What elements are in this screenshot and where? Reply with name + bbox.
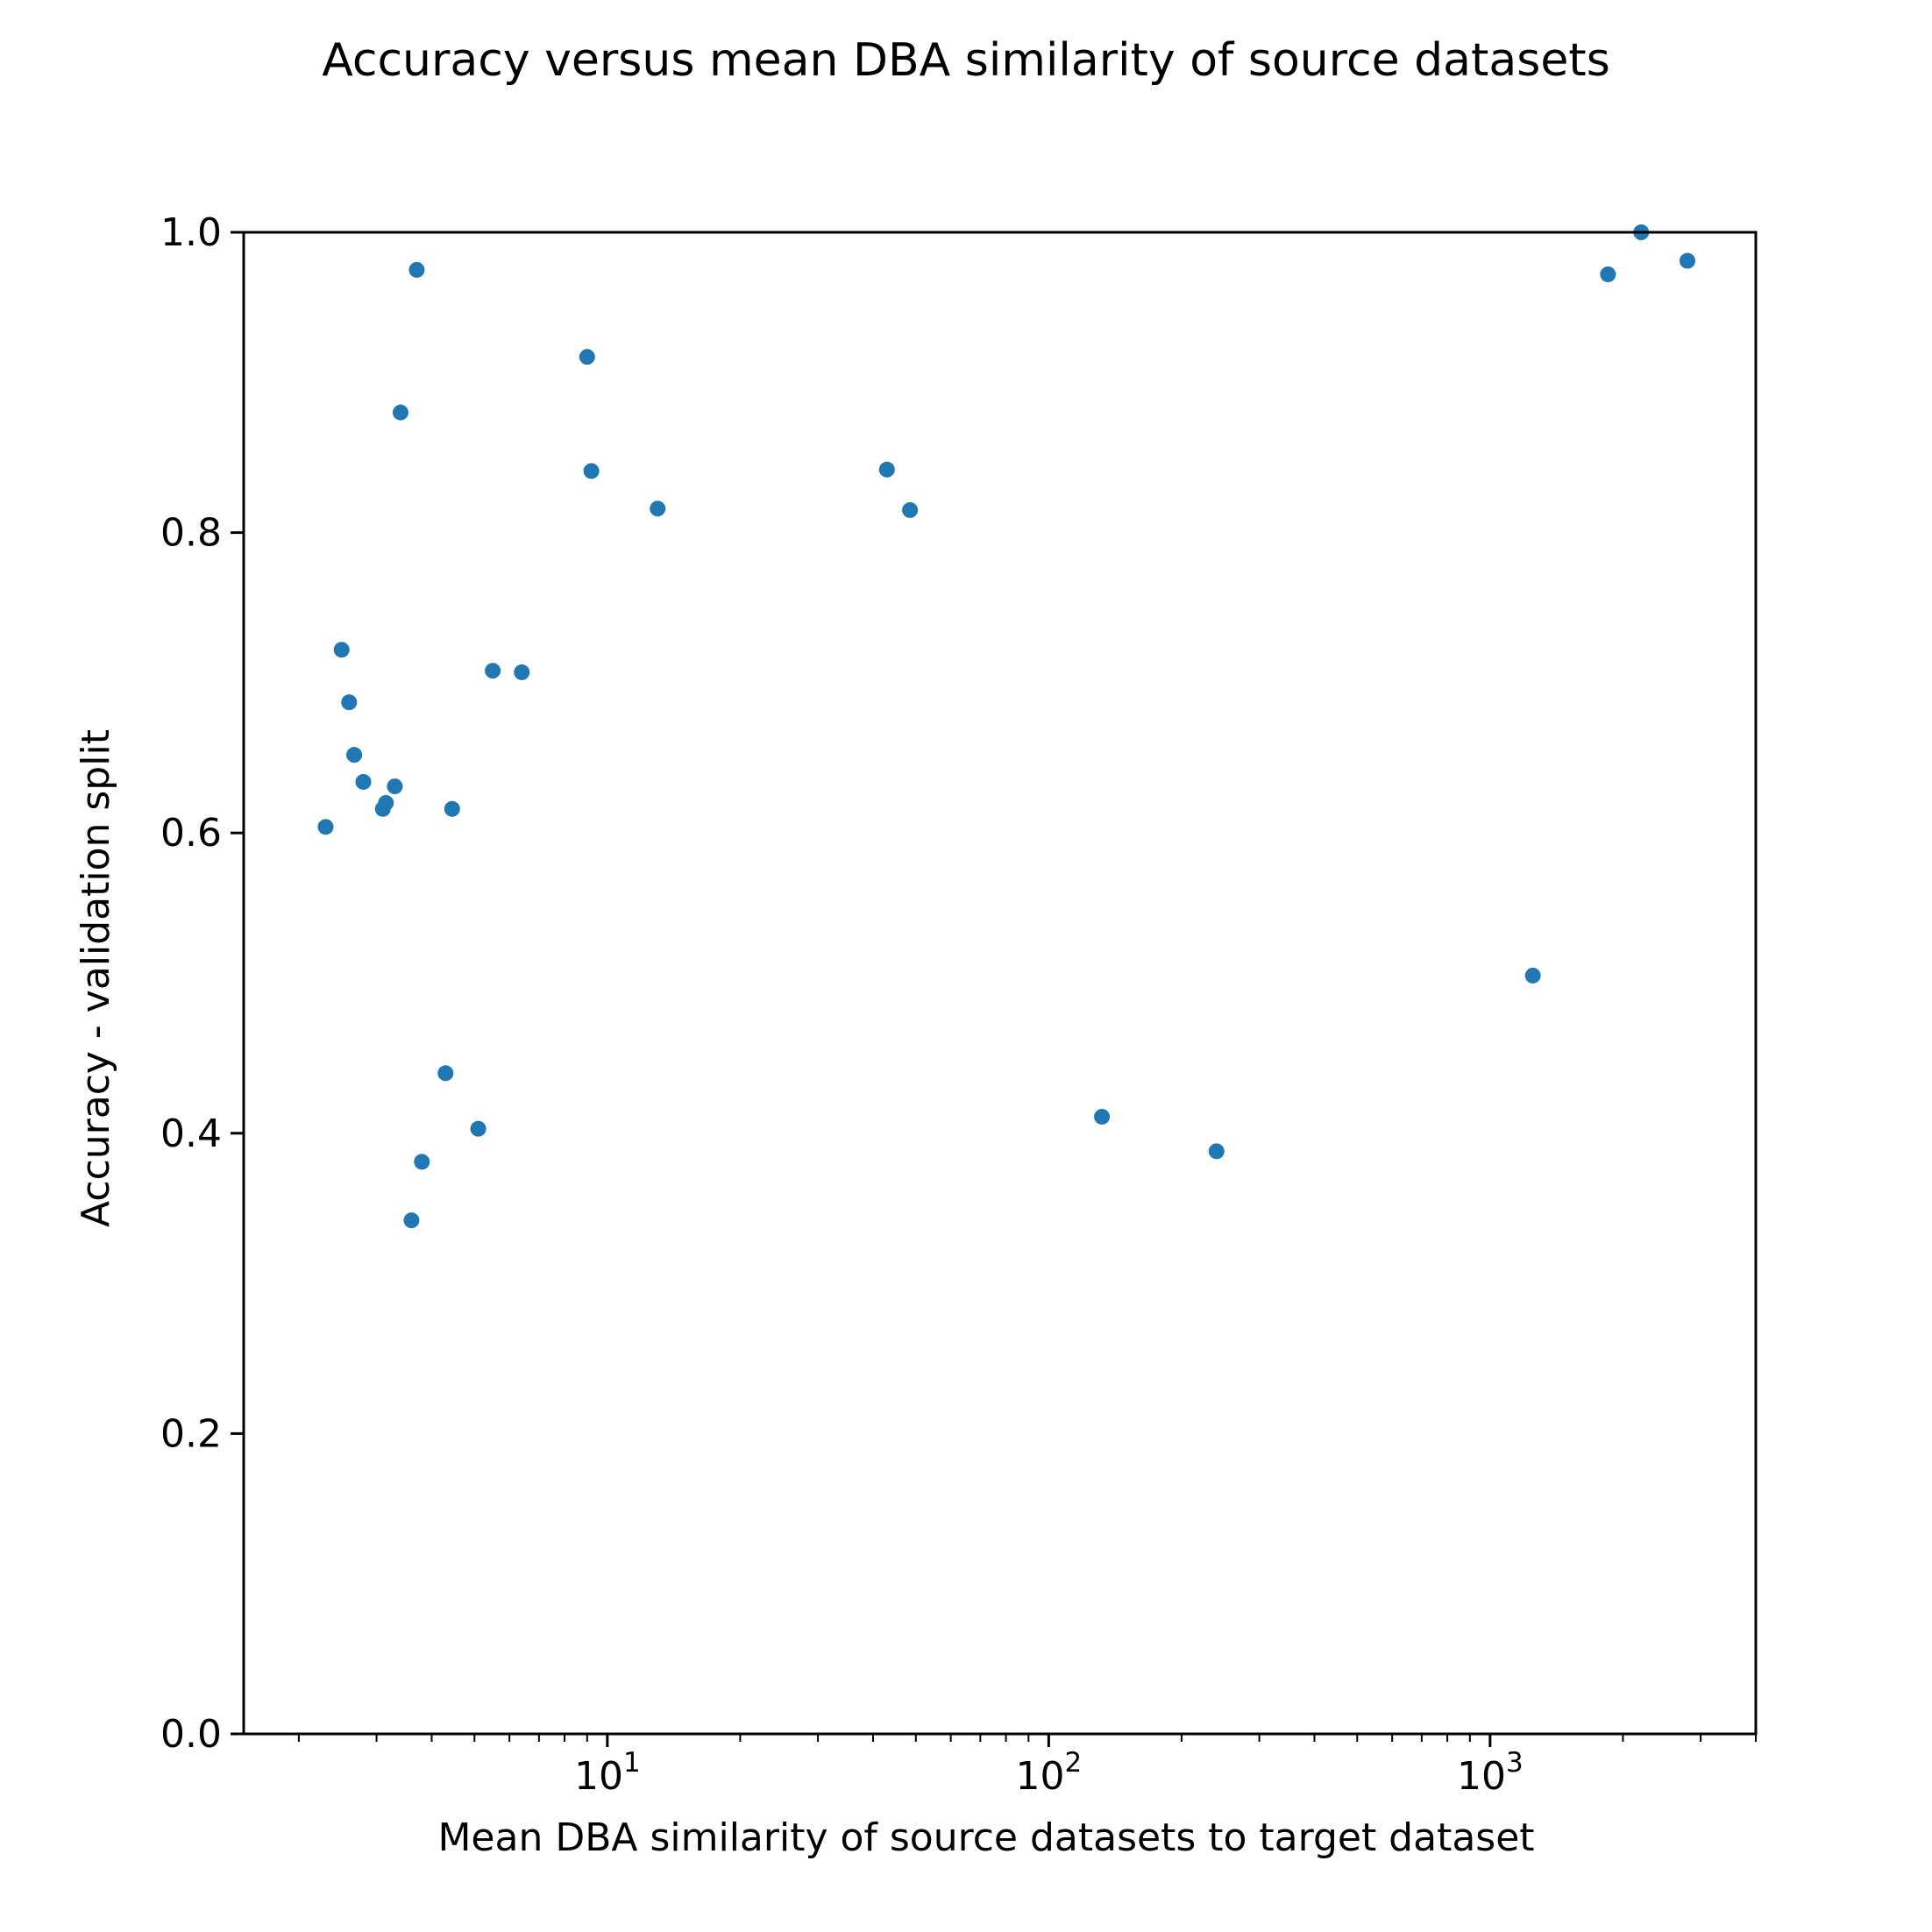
ticks-layer: 0.0 0.2 0.4 0.6 0.8 1.0 101 102 103 <box>160 210 1757 1799</box>
y-tick-label: 0.0 <box>160 1712 222 1757</box>
scatter-point <box>579 349 595 366</box>
x-tick-label: 103 <box>1457 1747 1524 1799</box>
chart-title: Accuracy versus mean DBA similarity of s… <box>322 34 1610 87</box>
y-tick-label: 1.0 <box>160 210 222 255</box>
scatter-point <box>1524 967 1541 984</box>
scatter-point <box>902 501 919 518</box>
plot-area-frame <box>242 231 1758 1736</box>
scatter-point <box>650 501 666 517</box>
scatter-point <box>1208 1143 1225 1160</box>
scatter-point <box>403 1212 420 1229</box>
x-axis-label: Mean DBA similarity of source datasets t… <box>437 1815 1534 1860</box>
scatter-point <box>346 747 363 764</box>
scatter-point <box>1600 266 1616 282</box>
scatter-point <box>355 773 372 790</box>
scatter-point <box>437 1065 454 1082</box>
x-tick-label: 101 <box>574 1747 641 1799</box>
y-tick-label: 0.4 <box>160 1112 222 1156</box>
scatter-point <box>333 642 350 658</box>
y-tick-label: 0.2 <box>160 1411 222 1456</box>
y-axis-label: Accuracy - validation split <box>74 729 118 1227</box>
scatter-point <box>378 794 394 811</box>
scatter-point <box>444 800 460 817</box>
scatter-point <box>408 261 425 278</box>
scatter-point <box>341 694 358 711</box>
scatter-point <box>387 778 403 795</box>
y-tick-label: 0.8 <box>160 511 222 556</box>
scatter-point <box>414 1154 430 1170</box>
scatter-point <box>317 819 334 835</box>
scatter-point <box>514 664 530 680</box>
scatter-point <box>583 463 600 479</box>
scatter-point <box>1094 1108 1111 1125</box>
scatter-point <box>878 461 895 478</box>
x-tick-label: 102 <box>1015 1747 1082 1799</box>
scatter-point <box>1680 252 1696 269</box>
scatter-point <box>392 404 408 421</box>
scatter-point <box>485 663 501 679</box>
scatter-point <box>470 1120 487 1137</box>
y-tick-label: 0.6 <box>160 811 222 856</box>
points-layer <box>317 224 1696 1229</box>
